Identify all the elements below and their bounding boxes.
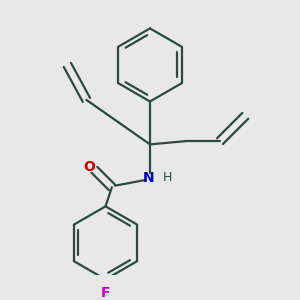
- Text: O: O: [84, 160, 96, 174]
- Text: N: N: [142, 171, 154, 185]
- Text: F: F: [101, 286, 110, 300]
- Text: H: H: [163, 171, 172, 184]
